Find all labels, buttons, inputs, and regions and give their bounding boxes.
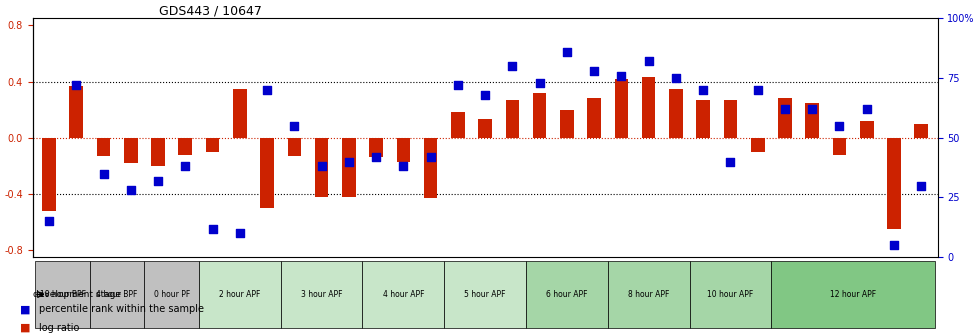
Bar	[505, 100, 518, 138]
Bar	[587, 98, 600, 138]
Text: percentile rank within the sample: percentile rank within the sample	[39, 304, 204, 314]
Point	[259, 87, 275, 93]
Point	[912, 183, 928, 188]
Bar	[723, 100, 736, 138]
Bar	[315, 138, 328, 197]
Bar	[396, 138, 410, 162]
Bar	[288, 138, 301, 156]
FancyBboxPatch shape	[90, 261, 144, 328]
Point	[613, 73, 629, 78]
Bar	[151, 138, 164, 166]
Point	[777, 107, 792, 112]
Point	[504, 64, 519, 69]
Bar	[178, 138, 192, 155]
Point	[830, 123, 846, 128]
Bar	[260, 138, 274, 208]
Bar	[642, 77, 655, 138]
Bar	[559, 110, 573, 138]
FancyBboxPatch shape	[444, 261, 525, 328]
Point	[204, 226, 220, 231]
Point	[885, 243, 901, 248]
Text: 4 hour APF: 4 hour APF	[382, 290, 423, 299]
Point	[450, 83, 466, 88]
Point	[340, 159, 356, 164]
FancyBboxPatch shape	[144, 261, 199, 328]
Bar	[341, 138, 355, 197]
FancyBboxPatch shape	[689, 261, 771, 328]
Point	[287, 123, 302, 128]
Point	[694, 87, 710, 93]
Bar	[205, 138, 219, 152]
FancyBboxPatch shape	[607, 261, 689, 328]
Bar	[532, 93, 546, 138]
Bar	[42, 138, 56, 211]
Text: 10 hour APF: 10 hour APF	[706, 290, 753, 299]
Point	[96, 171, 111, 176]
Bar	[886, 138, 900, 229]
Text: log ratio: log ratio	[39, 323, 79, 333]
Bar	[233, 89, 246, 138]
Point	[150, 178, 165, 183]
Text: 4 hour BPF: 4 hour BPF	[97, 290, 138, 299]
Bar	[695, 100, 709, 138]
FancyBboxPatch shape	[771, 261, 934, 328]
Point	[477, 92, 493, 97]
Text: 5 hour APF: 5 hour APF	[464, 290, 506, 299]
Text: ■: ■	[20, 304, 30, 314]
Point	[123, 187, 139, 193]
Bar	[614, 79, 628, 138]
Text: 0 hour PF: 0 hour PF	[154, 290, 190, 299]
Bar	[97, 138, 111, 156]
Bar	[124, 138, 138, 163]
Bar	[478, 120, 491, 138]
Bar	[451, 113, 465, 138]
FancyBboxPatch shape	[199, 261, 281, 328]
Point	[422, 154, 438, 160]
Point	[749, 87, 765, 93]
Text: 8 hour APF: 8 hour APF	[627, 290, 669, 299]
Point	[667, 75, 683, 81]
Point	[368, 154, 383, 160]
Bar	[750, 138, 764, 152]
Bar	[859, 121, 872, 138]
Bar	[913, 124, 927, 138]
Text: GDS443 / 10647: GDS443 / 10647	[159, 4, 262, 17]
Text: 6 hour APF: 6 hour APF	[546, 290, 587, 299]
Bar	[668, 89, 682, 138]
Point	[313, 164, 329, 169]
Point	[586, 68, 601, 74]
Point	[804, 107, 820, 112]
Point	[395, 164, 411, 169]
FancyBboxPatch shape	[281, 261, 362, 328]
Bar	[69, 86, 83, 138]
Text: development stage: development stage	[33, 290, 121, 299]
Point	[177, 164, 193, 169]
Text: 2 hour APF: 2 hour APF	[219, 290, 260, 299]
Bar	[778, 98, 791, 138]
Bar	[832, 138, 845, 155]
Text: 3 hour APF: 3 hour APF	[300, 290, 342, 299]
Text: 12 hour APF: 12 hour APF	[829, 290, 875, 299]
Point	[722, 159, 737, 164]
Bar	[423, 138, 437, 198]
Point	[41, 219, 57, 224]
FancyBboxPatch shape	[362, 261, 444, 328]
FancyBboxPatch shape	[35, 261, 90, 328]
Bar	[369, 138, 382, 158]
Bar	[805, 102, 819, 138]
Point	[232, 230, 247, 236]
Point	[558, 49, 574, 54]
FancyBboxPatch shape	[525, 261, 607, 328]
Text: 18 hour BPF: 18 hour BPF	[39, 290, 85, 299]
Point	[68, 83, 84, 88]
Point	[858, 107, 873, 112]
Text: ■: ■	[20, 323, 30, 333]
Point	[531, 80, 547, 86]
Point	[641, 59, 656, 64]
